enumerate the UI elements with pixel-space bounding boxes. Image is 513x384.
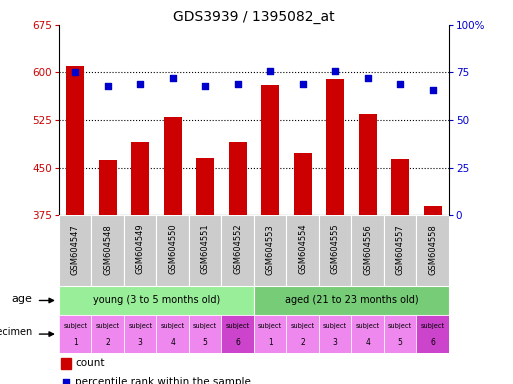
Point [233, 81, 242, 87]
Text: subject: subject [388, 323, 412, 329]
Bar [91, 215, 124, 286]
Text: GSM604558: GSM604558 [428, 224, 437, 275]
Text: subject: subject [421, 323, 445, 329]
Point [71, 70, 80, 76]
Bar [131, 142, 149, 215]
Bar [59, 215, 91, 286]
Point [201, 83, 209, 89]
Bar [196, 158, 214, 215]
Bar [254, 286, 449, 315]
Point [62, 379, 70, 384]
Text: GSM604553: GSM604553 [266, 224, 274, 275]
Text: subject: subject [193, 323, 218, 329]
Bar [189, 215, 222, 286]
Bar [156, 315, 189, 353]
Bar [91, 315, 124, 353]
Text: subject: subject [323, 323, 347, 329]
Text: 6: 6 [430, 338, 435, 347]
Bar [359, 114, 377, 215]
Bar [351, 315, 384, 353]
Text: subject: subject [290, 323, 315, 329]
Bar [189, 315, 222, 353]
Bar [59, 315, 91, 353]
Bar [164, 117, 182, 215]
Bar [294, 153, 311, 215]
Text: subject: subject [63, 323, 87, 329]
Text: 4: 4 [365, 338, 370, 347]
Text: GSM604550: GSM604550 [168, 224, 177, 275]
Bar [99, 160, 116, 215]
Bar [417, 215, 449, 286]
Bar [229, 142, 247, 215]
Text: 1: 1 [268, 338, 272, 347]
Bar [124, 215, 156, 286]
Text: GSM604555: GSM604555 [331, 224, 340, 275]
Bar [424, 205, 442, 215]
Point [364, 75, 372, 81]
Text: GSM604549: GSM604549 [136, 224, 145, 275]
Title: GDS3939 / 1395082_at: GDS3939 / 1395082_at [173, 10, 335, 24]
Bar [384, 315, 417, 353]
Text: 5: 5 [203, 338, 208, 347]
Text: specimen: specimen [0, 327, 32, 337]
Bar [261, 85, 279, 215]
Point [331, 68, 339, 74]
Bar [222, 315, 254, 353]
Text: count: count [75, 359, 105, 369]
Bar [417, 315, 449, 353]
Bar [286, 215, 319, 286]
Text: subject: subject [258, 323, 282, 329]
Point [169, 75, 177, 81]
Text: 6: 6 [235, 338, 240, 347]
Text: 3: 3 [138, 338, 143, 347]
Point [428, 86, 437, 93]
Text: GSM604552: GSM604552 [233, 224, 242, 275]
Text: GSM604554: GSM604554 [298, 224, 307, 275]
Bar [319, 215, 351, 286]
Bar [156, 215, 189, 286]
Bar [66, 66, 84, 215]
Text: aged (21 to 23 months old): aged (21 to 23 months old) [285, 295, 418, 306]
Bar [351, 215, 384, 286]
Bar [391, 159, 409, 215]
Bar [59, 286, 254, 315]
Bar [124, 315, 156, 353]
Text: subject: subject [161, 323, 185, 329]
Bar [319, 315, 351, 353]
Text: GSM604556: GSM604556 [363, 224, 372, 275]
Text: 3: 3 [333, 338, 338, 347]
Point [266, 68, 274, 74]
Text: 1: 1 [73, 338, 77, 347]
Text: 4: 4 [170, 338, 175, 347]
Text: subject: subject [128, 323, 152, 329]
Text: 2: 2 [105, 338, 110, 347]
Point [299, 81, 307, 87]
Point [136, 81, 144, 87]
Bar [326, 79, 344, 215]
Text: subject: subject [226, 323, 250, 329]
Text: age: age [12, 294, 32, 304]
Bar [286, 315, 319, 353]
Bar [222, 215, 254, 286]
Text: 5: 5 [398, 338, 403, 347]
Bar [61, 358, 71, 369]
Bar [254, 315, 286, 353]
Text: GSM604551: GSM604551 [201, 224, 210, 275]
Text: 2: 2 [300, 338, 305, 347]
Text: GSM604548: GSM604548 [103, 224, 112, 275]
Bar [384, 215, 417, 286]
Point [396, 81, 404, 87]
Bar [254, 215, 286, 286]
Text: subject: subject [95, 323, 120, 329]
Text: GSM604557: GSM604557 [396, 224, 405, 275]
Point [104, 83, 112, 89]
Text: subject: subject [356, 323, 380, 329]
Text: percentile rank within the sample: percentile rank within the sample [75, 377, 251, 384]
Text: GSM604547: GSM604547 [71, 224, 80, 275]
Text: young (3 to 5 months old): young (3 to 5 months old) [93, 295, 220, 306]
